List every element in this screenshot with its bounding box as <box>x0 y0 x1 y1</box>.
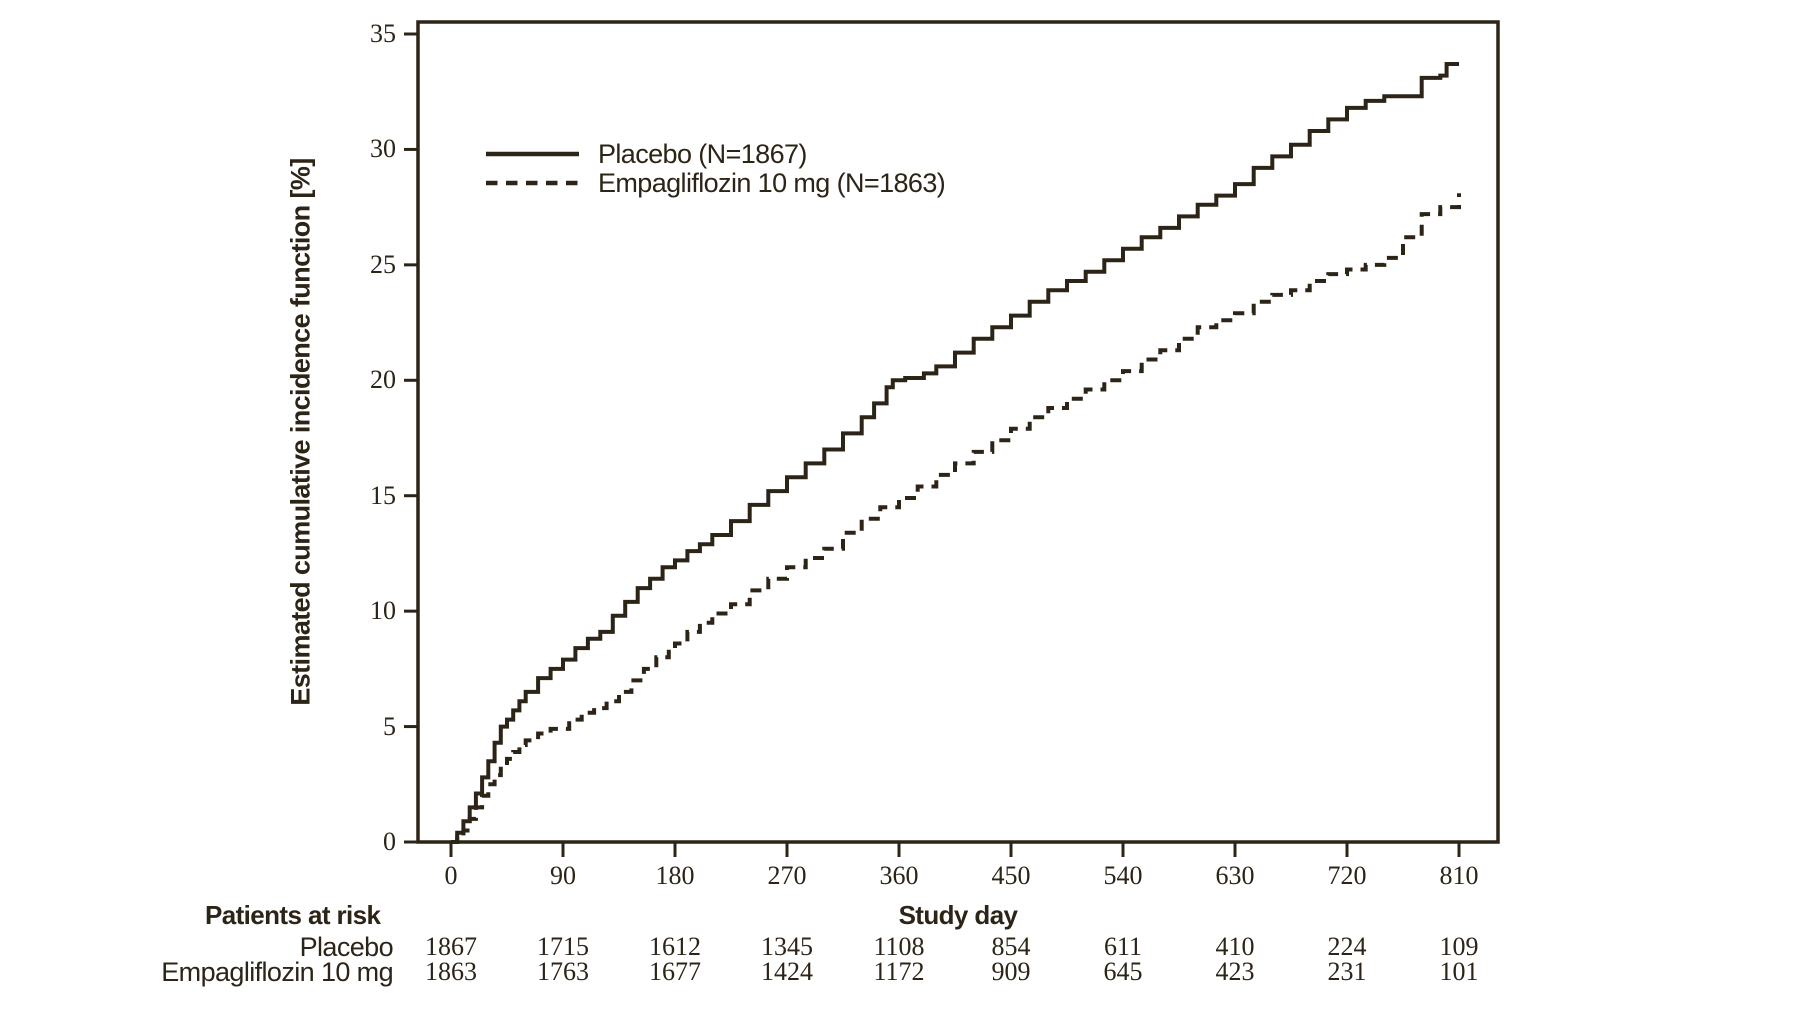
risk-count: 1612 <box>649 932 701 961</box>
y-tick-label: 5 <box>383 711 396 741</box>
risk-count: 1172 <box>873 957 925 986</box>
y-tick-label: 0 <box>383 827 396 856</box>
x-tick-label: 450 <box>991 861 1031 890</box>
x-tick-label: 0 <box>444 861 458 890</box>
risk-count: 1867 <box>425 932 477 961</box>
x-tick-label: 630 <box>1215 861 1255 890</box>
x-tick-label: 540 <box>1103 861 1143 890</box>
y-tick-label: 25 <box>370 249 396 279</box>
risk-count: 645 <box>1103 957 1143 986</box>
risk-count: 1763 <box>537 957 589 986</box>
risk-count: 109 <box>1439 932 1479 961</box>
curve-empagliflozin <box>451 193 1461 844</box>
curve-placebo <box>451 62 1459 844</box>
risk-count: 224 <box>1327 932 1367 961</box>
x-tick-label: 270 <box>767 861 807 890</box>
legend-label-empagliflozin: Empagliflozin 10 mg (N=1863) <box>598 168 946 198</box>
x-tick-label: 720 <box>1327 861 1367 890</box>
risk-count: 423 <box>1215 957 1255 986</box>
x-tick-label: 810 <box>1439 861 1479 890</box>
risk-count: 854 <box>991 932 1031 961</box>
x-tick-label: 360 <box>879 861 919 890</box>
x-tick-label: 180 <box>655 861 695 890</box>
x-tick-label: 90 <box>550 861 576 890</box>
risk-count: 231 <box>1327 957 1367 986</box>
risk-count: 611 <box>1103 932 1143 961</box>
risk-count: 1863 <box>425 957 477 986</box>
y-axis-title: Estimated cumulative incidence function … <box>285 158 316 706</box>
patients-at-risk-heading: Patients at risk <box>205 900 381 930</box>
x-axis-title: Study day <box>898 900 1018 930</box>
legend-label-placebo: Placebo (N=1867) <box>598 139 807 169</box>
risk-count: 101 <box>1439 957 1479 986</box>
risk-row-label: Empagliflozin 10 mg <box>161 957 393 987</box>
y-tick-label: 10 <box>370 596 396 626</box>
risk-row-label: Placebo <box>299 932 394 962</box>
risk-count: 1108 <box>873 932 925 961</box>
risk-count: 1345 <box>761 932 813 961</box>
risk-count: 1715 <box>537 932 589 961</box>
y-tick-label: 35 <box>370 19 396 48</box>
risk-count: 410 <box>1215 932 1255 961</box>
y-tick-label: 30 <box>370 134 396 164</box>
plot-frame <box>416 20 1500 844</box>
risk-count: 1677 <box>649 957 701 986</box>
risk-count: 909 <box>991 957 1031 986</box>
y-tick-label: 20 <box>370 365 396 395</box>
y-tick-label: 15 <box>370 480 396 510</box>
risk-count: 1424 <box>761 957 813 986</box>
